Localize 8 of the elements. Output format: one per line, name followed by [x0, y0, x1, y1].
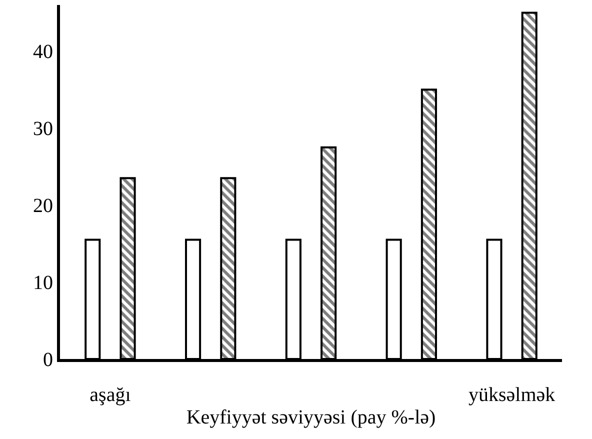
y-tick-label: 20	[33, 195, 53, 218]
y-tick-label: 0	[43, 349, 53, 371]
x-tick-label: yüksəlmək	[468, 384, 556, 406]
x-tick-label: aşağı	[90, 384, 132, 406]
y-tick-label: 30	[33, 118, 53, 140]
y-tick-label: 10	[33, 272, 53, 294]
y-tick-label: 40	[33, 41, 53, 64]
x-axis-title: Keyfiyyət səviyyəsi (pay %-lə)	[186, 406, 436, 428]
